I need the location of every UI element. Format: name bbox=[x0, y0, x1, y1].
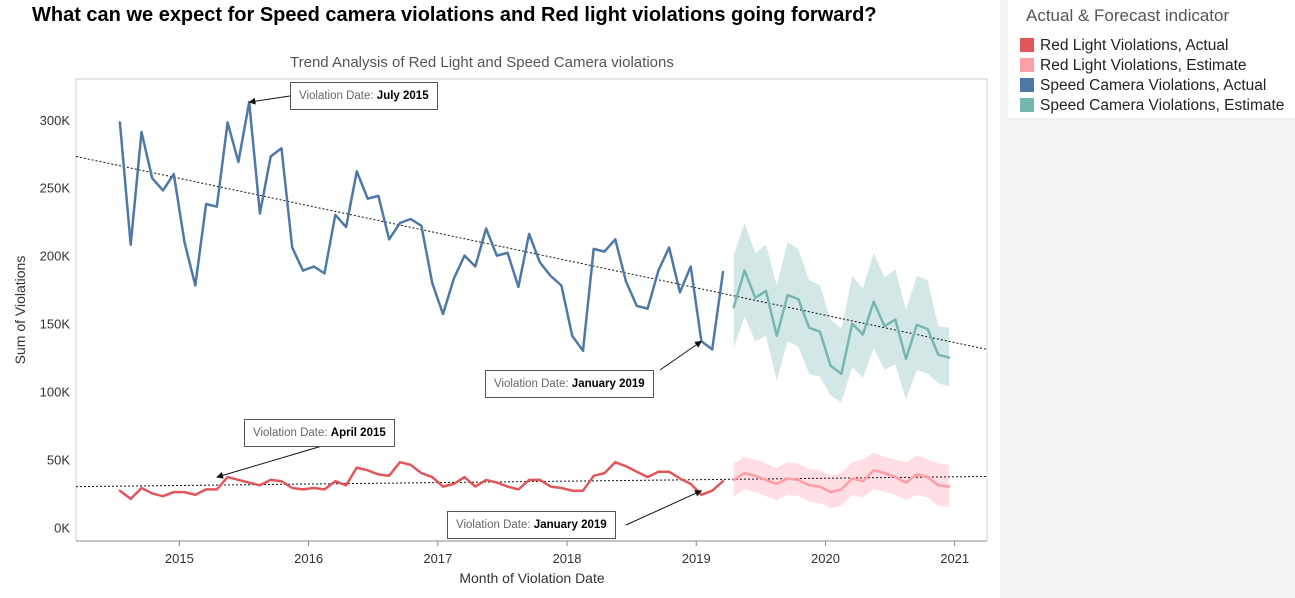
series-line-2[interactable] bbox=[118, 460, 725, 501]
annotation-prefix: Violation Date: bbox=[299, 90, 374, 102]
annotation-date: April 2015 bbox=[330, 427, 386, 439]
annotation-prefix: Violation Date: bbox=[494, 378, 569, 390]
annotation-arrow bbox=[625, 490, 703, 526]
annotation-april-2015: Violation Date: April 2015 bbox=[244, 419, 395, 447]
legend-label: Red Light Violations, Actual bbox=[1040, 37, 1229, 54]
x-axis-label: Month of Violation Date bbox=[459, 570, 604, 586]
legend-item-red-estimate[interactable]: Red Light Violations, Estimate bbox=[1020, 56, 1247, 76]
annotation-arrow bbox=[659, 340, 702, 371]
annotation-january-2019-speed: Violation Date: January 2019 bbox=[485, 370, 654, 398]
series-line-0[interactable] bbox=[118, 100, 725, 353]
y-tick-label: 250K bbox=[40, 181, 71, 196]
legend-label: Speed Camera Violations, Estimate bbox=[1040, 97, 1285, 114]
annotation-date: January 2019 bbox=[571, 378, 645, 390]
forecast-band-1 bbox=[733, 223, 950, 403]
annotation-prefix: Violation Date: bbox=[456, 519, 531, 531]
y-tick-label: 100K bbox=[40, 385, 71, 400]
legend-title: Actual & Forecast indicator bbox=[1026, 6, 1230, 25]
y-tick-label: 0K bbox=[54, 520, 70, 535]
x-tick-label: 2016 bbox=[294, 551, 323, 566]
legend-label: Speed Camera Violations, Actual bbox=[1040, 77, 1267, 94]
annotation-date: January 2019 bbox=[533, 519, 607, 531]
series-line-1[interactable] bbox=[732, 269, 951, 376]
legend-swatch bbox=[1020, 78, 1034, 92]
trend-lines bbox=[75, 155, 988, 488]
legend: Actual & Forecast indicator Red Light Vi… bbox=[1008, 0, 1295, 118]
forecast-bands bbox=[733, 223, 950, 509]
annotation-arrows bbox=[216, 95, 703, 526]
trend-line-0 bbox=[75, 155, 988, 350]
legend-item-speed-estimate[interactable]: Speed Camera Violations, Estimate bbox=[1020, 96, 1284, 116]
legend-item-red-actual[interactable]: Red Light Violations, Actual bbox=[1020, 36, 1228, 56]
y-tick-label: 300K bbox=[40, 113, 71, 128]
y-axis-label: Sum of Violations bbox=[12, 256, 28, 365]
legend-label: Red Light Violations, Estimate bbox=[1040, 57, 1247, 74]
x-tick-label: 2020 bbox=[811, 551, 840, 566]
x-tick-label: 2015 bbox=[165, 551, 194, 566]
annotation-arrow bbox=[216, 445, 323, 479]
annotation-date: July 2015 bbox=[376, 90, 429, 102]
series-lines bbox=[118, 100, 951, 501]
x-tick-label: 2018 bbox=[553, 551, 582, 566]
legend-item-speed-actual[interactable]: Speed Camera Violations, Actual bbox=[1020, 76, 1266, 96]
line-chart: 2015 2016 2017 2018 2019 2020 2021 0K 50K 100K 150… bbox=[12, 78, 988, 586]
y-tick-label: 50K bbox=[47, 452, 70, 467]
series-line-3[interactable] bbox=[732, 469, 951, 494]
x-tick-label: 2019 bbox=[682, 551, 711, 566]
legend-swatch bbox=[1020, 58, 1034, 72]
page-title: What can we expect for Speed camera viol… bbox=[32, 4, 877, 26]
chart-title: Trend Analysis of Red Light and Speed Ca… bbox=[290, 54, 674, 71]
legend-panel: Actual & Forecast indicator Red Light Vi… bbox=[1000, 0, 1295, 598]
legend-swatch bbox=[1020, 38, 1034, 52]
annotation-january-2019-red: Violation Date: January 2019 bbox=[447, 511, 616, 539]
annotation-july-2015: Violation Date: July 2015 bbox=[290, 82, 438, 110]
axis-ticks: 2015 2016 2017 2018 2019 2020 2021 0K 50K 100K 150… bbox=[40, 113, 970, 566]
y-tick-label: 200K bbox=[40, 249, 71, 264]
forecast-band-3 bbox=[733, 452, 950, 509]
x-tick-label: 2021 bbox=[940, 551, 969, 566]
annotation-arrow bbox=[248, 95, 291, 105]
x-tick-label: 2017 bbox=[423, 551, 452, 566]
y-tick-label: 150K bbox=[40, 317, 71, 332]
annotation-prefix: Violation Date: bbox=[253, 427, 328, 439]
legend-swatch bbox=[1020, 98, 1034, 112]
